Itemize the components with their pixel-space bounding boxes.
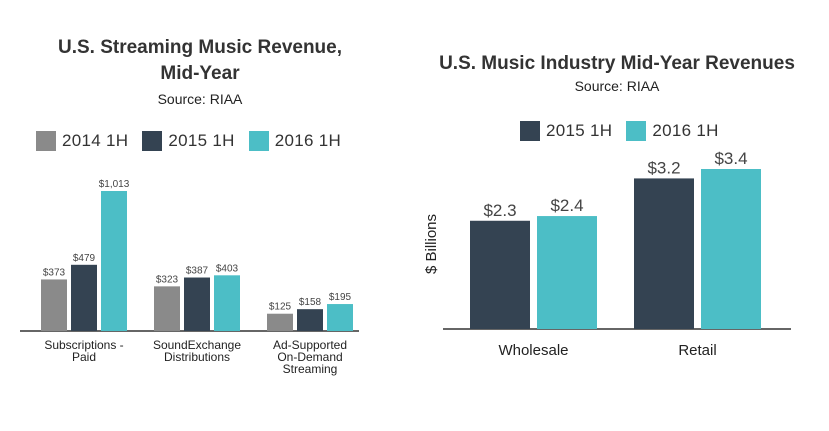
data-label: $1,013	[99, 179, 130, 190]
bar-2016-1h-ad-supported	[327, 304, 353, 331]
bar-2016-1h-soundexchange	[214, 275, 240, 331]
legend-item-2016: 2016 1H	[248, 131, 342, 151]
chart-title-line2: Mid-Year	[160, 63, 240, 84]
legend-swatch-2016	[626, 121, 647, 141]
legend-swatch-2016	[248, 131, 269, 151]
data-label: $403	[216, 263, 239, 274]
bar-2014-1h-ad-supported	[267, 313, 293, 331]
chart-legend: 2015 1H 2016 1H	[520, 121, 733, 141]
legend-label-2015: 2015 1H	[168, 131, 235, 150]
bar-2015-1h-subscriptions	[71, 264, 97, 331]
data-label: $158	[299, 297, 322, 308]
category-label: Paid	[72, 350, 96, 364]
legend-swatch-2015	[520, 121, 540, 141]
category-label: Distributions	[164, 350, 230, 364]
category-label: SoundExchange	[153, 338, 241, 352]
data-label: $2.4	[550, 196, 583, 215]
bar-2014-1h-subscriptions	[41, 279, 67, 331]
streaming-revenue-plot: $373 $479 $1,013 Subscriptions -Paid $323 $38…	[20, 179, 359, 376]
category-label: Subscriptions -	[44, 338, 123, 352]
industry-revenue-chart: U.S. Music Industry Mid-Year Revenues So…	[405, 0, 829, 431]
legend-label-2014: 2014 1H	[62, 131, 129, 150]
legend-label-2016: 2016 1H	[652, 121, 719, 140]
data-label: $2.3	[483, 201, 516, 220]
data-label: $3.4	[714, 149, 747, 168]
bar-2016-1h-wholesale	[537, 216, 597, 329]
data-label: $125	[269, 302, 292, 313]
category-label: On-Demand	[277, 350, 342, 364]
bar-2014-1h-soundexchange	[154, 286, 180, 331]
legend-label-2016: 2016 1H	[274, 131, 342, 150]
chart-legend: 2014 1H 2015 1H 2016 1H	[36, 131, 355, 151]
category-label: Ad-Supported	[273, 338, 347, 352]
data-label: $195	[329, 292, 352, 303]
data-label: $479	[73, 253, 96, 264]
legend-item-2014: 2014 1H	[36, 131, 128, 151]
bar-2015-1h-wholesale	[470, 220, 530, 329]
data-label: $373	[43, 267, 66, 278]
data-label: $3.2	[647, 158, 680, 177]
data-label: $387	[186, 266, 209, 277]
chart-source: Source: RIAA	[574, 78, 660, 94]
category-label: Streaming	[283, 362, 338, 376]
legend-swatch-2015	[142, 131, 163, 151]
category-label: Wholesale	[498, 342, 568, 359]
legend-label-2015: 2015 1H	[546, 121, 613, 140]
y-axis-label: $ Billions	[423, 214, 440, 274]
chart-source: Source: RIAA	[157, 91, 243, 107]
legend-item-2015: 2015 1H	[142, 131, 234, 151]
chart-title: U.S. Music Industry Mid-Year Revenues	[439, 53, 795, 74]
bar-2015-1h-retail	[634, 178, 694, 329]
legend-item-2015: 2015 1H	[520, 121, 612, 141]
streaming-revenue-chart: U.S. Streaming Music Revenue, Mid-Year S…	[0, 0, 400, 431]
industry-revenue-plot: $2.3 $2.4 Wholesale $3.2 $3.4 Retail $ Billion…	[423, 149, 791, 359]
legend-swatch-2014	[36, 131, 56, 151]
bar-2016-1h-retail	[701, 169, 761, 329]
category-label: Retail	[678, 342, 716, 359]
bar-2015-1h-ad-supported	[297, 309, 323, 331]
legend-item-2016: 2016 1H	[626, 121, 718, 141]
data-label: $323	[156, 274, 179, 285]
bar-2015-1h-soundexchange	[184, 277, 210, 331]
chart-title-line1: U.S. Streaming Music Revenue,	[57, 37, 343, 58]
bar-2016-1h-subscriptions	[101, 191, 127, 331]
